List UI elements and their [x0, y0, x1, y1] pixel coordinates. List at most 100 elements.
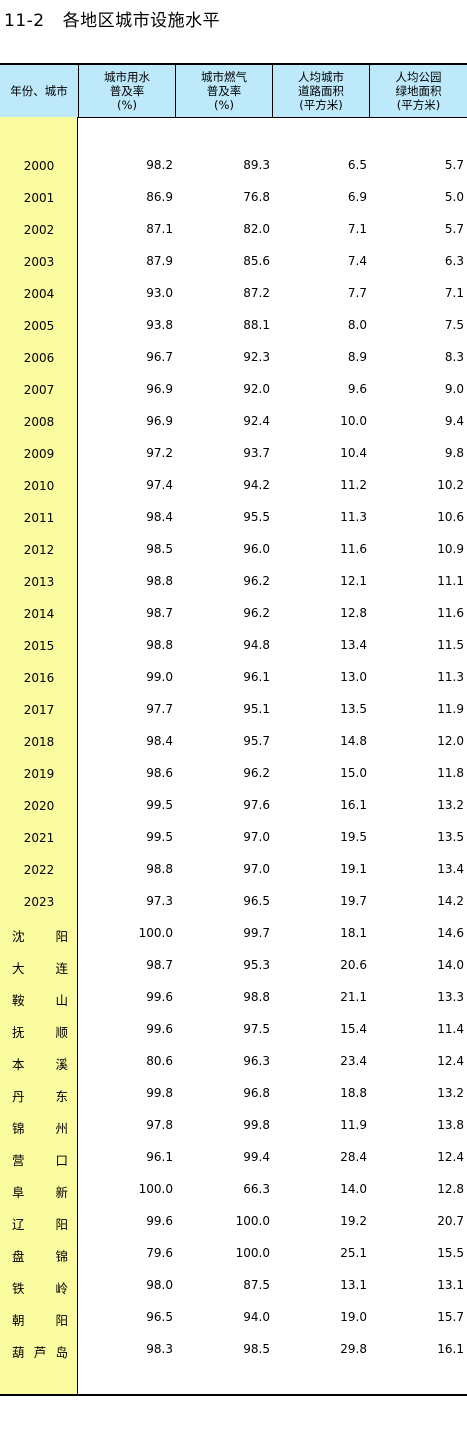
city-char: 顺	[55, 1025, 68, 1040]
cell-v2: 88.1	[243, 318, 270, 332]
table-row: 2013 98.8 96.2 12.1 11.1	[0, 565, 467, 597]
cell-v3: 10.4	[340, 446, 367, 460]
table-row: 2014 98.7 96.2 12.8 11.6	[0, 597, 467, 629]
cell-v2: 85.6	[243, 254, 270, 268]
header-road-line1: 人均城市	[298, 70, 344, 84]
row-year: 2000	[23, 159, 55, 173]
cell-v2: 97.0	[243, 862, 270, 876]
cell-v3: 12.1	[340, 574, 367, 588]
cell-v3: 19.1	[340, 862, 367, 876]
cell-v2: 95.5	[243, 510, 270, 524]
cell-v2: 100.0	[235, 1214, 270, 1228]
header-water-rate: 城市用水 普及率 (%)	[78, 65, 175, 117]
cell-v2: 97.6	[243, 798, 270, 812]
table-row: 2000 98.2 89.3 6.5 5.7	[0, 149, 467, 181]
city-char: 连	[55, 961, 68, 976]
cell-v1: 97.4	[146, 478, 173, 492]
table-row: 2012 98.5 96.0 11.6 10.9	[0, 533, 467, 565]
cell-v2: 66.3	[243, 1182, 270, 1196]
cell-v2: 89.3	[243, 158, 270, 172]
cell-v2: 96.3	[243, 1054, 270, 1068]
city-char: 本	[12, 1057, 25, 1072]
cell-v4: 9.4	[444, 414, 464, 428]
row-year: 2012	[23, 543, 55, 557]
city-char: 阜	[12, 1185, 25, 1200]
table-row: 营口 96.1 99.4 28.4 12.4	[0, 1141, 467, 1173]
city-char: 抚	[12, 1025, 25, 1040]
header-road-area: 人均城市 道路面积 (平方米)	[272, 65, 369, 117]
table-row: 2017 97.7 95.1 13.5 11.9	[0, 693, 467, 725]
cell-v2: 98.8	[243, 990, 270, 1004]
city-char: 营	[12, 1153, 25, 1168]
cell-v3: 9.6	[347, 382, 367, 396]
cell-v3: 10.0	[340, 414, 367, 428]
city-char: 东	[55, 1089, 68, 1104]
row-year: 2006	[23, 351, 55, 365]
cell-v3: 6.5	[347, 158, 367, 172]
cell-v2: 95.7	[243, 734, 270, 748]
cell-v3: 7.7	[347, 286, 367, 300]
cell-v3: 13.5	[340, 702, 367, 716]
header-park-area: 人均公园 绿地面积 (平方米)	[369, 65, 467, 117]
city-char: 鞍	[12, 993, 25, 1008]
city-char: 丹	[12, 1089, 25, 1104]
cell-v2: 87.5	[243, 1278, 270, 1292]
row-city: 辽阳	[12, 1214, 68, 1233]
cell-v3: 19.5	[340, 830, 367, 844]
cell-v1: 98.0	[146, 1278, 173, 1292]
cell-v1: 79.6	[146, 1246, 173, 1260]
table-row: 2016 99.0 96.1 13.0 11.3	[0, 661, 467, 693]
table-row: 2001 86.9 76.8 6.9 5.0	[0, 181, 467, 213]
table-title: 各地区城市设施水平	[62, 11, 221, 31]
row-city: 大连	[12, 958, 68, 977]
header-gas-unit: (%)	[214, 98, 234, 112]
cell-v4: 8.3	[444, 350, 464, 364]
city-char: 口	[55, 1153, 68, 1168]
cell-v4: 13.8	[437, 1118, 464, 1132]
cell-v4: 10.6	[437, 510, 464, 524]
city-char: 阳	[55, 1217, 68, 1232]
cell-v3: 23.4	[340, 1054, 367, 1068]
cell-v4: 15.7	[437, 1310, 464, 1324]
cell-v4: 14.6	[437, 926, 464, 940]
cell-v1: 98.8	[146, 638, 173, 652]
header-water-line1: 城市用水	[104, 70, 150, 84]
page-title: 11-2 各地区城市设施水平	[4, 6, 220, 31]
cell-v1: 97.8	[146, 1118, 173, 1132]
cell-v4: 11.6	[437, 606, 464, 620]
year-city-column-background	[0, 117, 78, 1394]
row-year: 2015	[23, 639, 55, 653]
table-row: 鞍山 99.6 98.8 21.1 13.3	[0, 981, 467, 1013]
cell-v4: 5.7	[444, 158, 464, 172]
row-city: 丹东	[12, 1086, 68, 1105]
table-row: 锦州 97.8 99.8 11.9 13.8	[0, 1109, 467, 1141]
header-water-line2: 普及率	[109, 84, 145, 98]
cell-v1: 99.0	[146, 670, 173, 684]
bottom-rule	[0, 1394, 467, 1396]
cell-v4: 12.4	[437, 1150, 464, 1164]
cell-v1: 99.8	[146, 1086, 173, 1100]
table-row: 2019 98.6 96.2 15.0 11.8	[0, 757, 467, 789]
cell-v1: 93.8	[146, 318, 173, 332]
cell-v1: 98.4	[146, 734, 173, 748]
cell-v2: 97.5	[243, 1022, 270, 1036]
city-char: 州	[55, 1121, 68, 1136]
table-row: 2005 93.8 88.1 8.0 7.5	[0, 309, 467, 341]
row-city: 营口	[12, 1150, 68, 1169]
table-row: 2007 96.9 92.0 9.6 9.0	[0, 373, 467, 405]
cell-v2: 100.0	[235, 1246, 270, 1260]
row-year: 2007	[23, 383, 55, 397]
cell-v2: 96.2	[243, 766, 270, 780]
cell-v3: 8.0	[347, 318, 367, 332]
cell-v1: 87.9	[146, 254, 173, 268]
cell-v3: 15.0	[340, 766, 367, 780]
cell-v3: 20.6	[340, 958, 367, 972]
cell-v2: 96.5	[243, 894, 270, 908]
table-row: 2004 93.0 87.2 7.7 7.1	[0, 277, 467, 309]
table-row: 抚顺 99.6 97.5 15.4 11.4	[0, 1013, 467, 1045]
cell-v3: 11.6	[340, 542, 367, 556]
row-year: 2022	[23, 863, 55, 877]
cell-v3: 25.1	[340, 1246, 367, 1260]
cell-v3: 29.8	[340, 1342, 367, 1356]
row-city: 本溪	[12, 1054, 68, 1073]
